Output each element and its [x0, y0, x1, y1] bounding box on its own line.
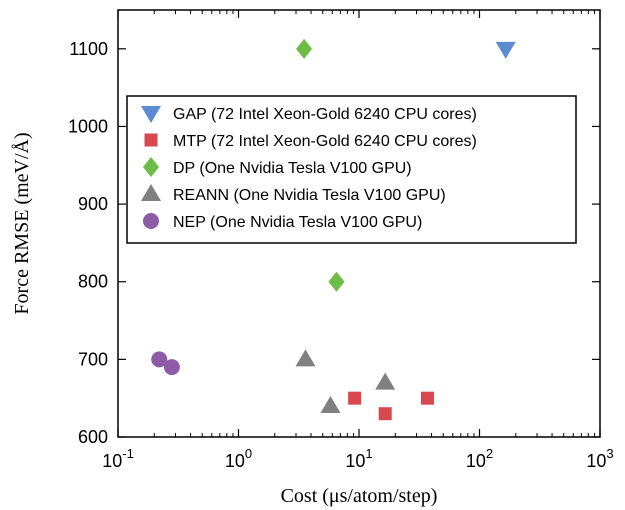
- x-tick-label: 102: [466, 446, 493, 471]
- y-tick-label: 700: [78, 349, 108, 369]
- data-point: [295, 349, 316, 367]
- data-point: [495, 41, 516, 59]
- legend-entry-label: MTP (72 Intel Xeon-Gold 6240 CPU cores): [173, 133, 477, 150]
- y-tick-label: 800: [78, 272, 108, 292]
- legend-marker: [141, 184, 161, 201]
- x-tick-label: 100: [225, 446, 252, 471]
- x-tick-label: 10-1: [102, 446, 134, 471]
- legend-marker: [144, 133, 158, 147]
- legend-box: [126, 95, 577, 244]
- x-axis-title: Cost (μs/atom/step): [281, 485, 438, 507]
- legend-entry-label: DP (One Nvidia Tesla V100 GPU): [173, 160, 412, 177]
- data-point: [296, 38, 313, 59]
- legend-entry-label: REANN (One Nvidia Tesla V100 GPU): [173, 187, 446, 204]
- legend-entry-label: GAP (72 Intel Xeon-Gold 6240 CPU cores): [173, 106, 477, 123]
- data-point: [328, 271, 345, 292]
- y-axis: 600 700 800 900 1000 1100: [68, 39, 600, 447]
- legend-marker: [143, 157, 159, 177]
- data-points: [151, 38, 516, 421]
- data-point: [320, 395, 341, 413]
- legend-marker: [143, 213, 159, 229]
- legend: GAP (72 Intel Xeon-Gold 6240 CPU cores) M…: [126, 95, 577, 244]
- y-tick-label: 900: [78, 194, 108, 214]
- data-point: [151, 351, 168, 368]
- data-point: [375, 372, 396, 390]
- y-axis-title: Force RMSE (meV/Å): [11, 132, 33, 314]
- legend-entry-label: NEP (One Nvidia Tesla V100 GPU): [173, 214, 422, 231]
- y-tick-label: 1000: [68, 116, 108, 136]
- legend-marker: [141, 106, 161, 123]
- y-tick-label: 1100: [69, 39, 108, 59]
- data-point: [163, 359, 180, 376]
- data-point: [420, 391, 434, 405]
- x-axis: 10-1 100 101 102 103: [102, 10, 614, 471]
- x-tick-label: 103: [586, 446, 613, 471]
- x-tick-label: 101: [345, 446, 372, 471]
- y-tick-label: 600: [78, 427, 108, 447]
- data-point: [348, 391, 362, 405]
- data-point: [378, 407, 392, 421]
